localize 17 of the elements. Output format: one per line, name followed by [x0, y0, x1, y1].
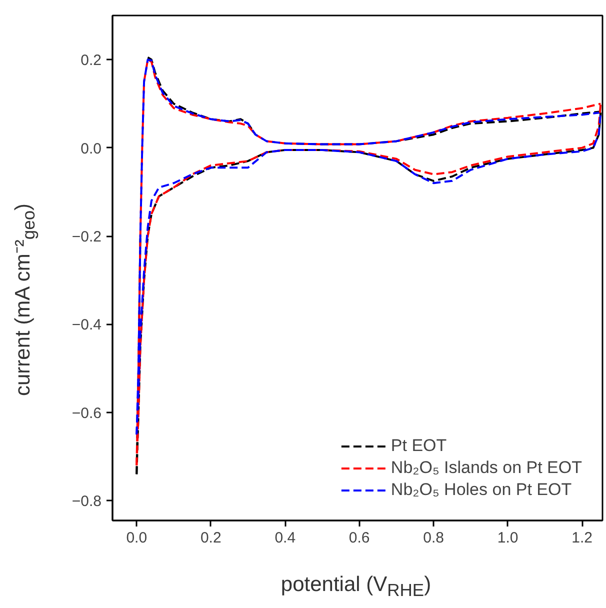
x-tick-label: 1.0	[497, 530, 518, 546]
y-tick-label: −0.8	[72, 493, 102, 510]
x-tick-label: 0.8	[423, 530, 444, 546]
y-tick-label: −0.2	[72, 228, 102, 246]
y-tick-label: −0.6	[72, 404, 102, 422]
y-tick-label: 0.2	[80, 52, 102, 70]
legend-label: Nb₂O₅ Islands on Pt EOT	[390, 458, 582, 478]
y-tick-label: −0.4	[72, 316, 102, 334]
x-tick-label: 0.0	[126, 530, 148, 546]
y-tick-label: 0.0	[80, 140, 102, 158]
legend-label: Nb₂O₅ Holes on Pt EOT	[390, 480, 572, 500]
x-axis-title: potential (V$_{RHE}$)	[280, 572, 432, 602]
x-tick-label: 0.6	[348, 530, 370, 546]
legend-label: Pt EOT	[390, 436, 447, 456]
x-tick-label: 0.2	[200, 530, 222, 546]
x-tick-label: 1.2	[572, 530, 593, 546]
x-tick-label: 0.4	[274, 530, 296, 546]
